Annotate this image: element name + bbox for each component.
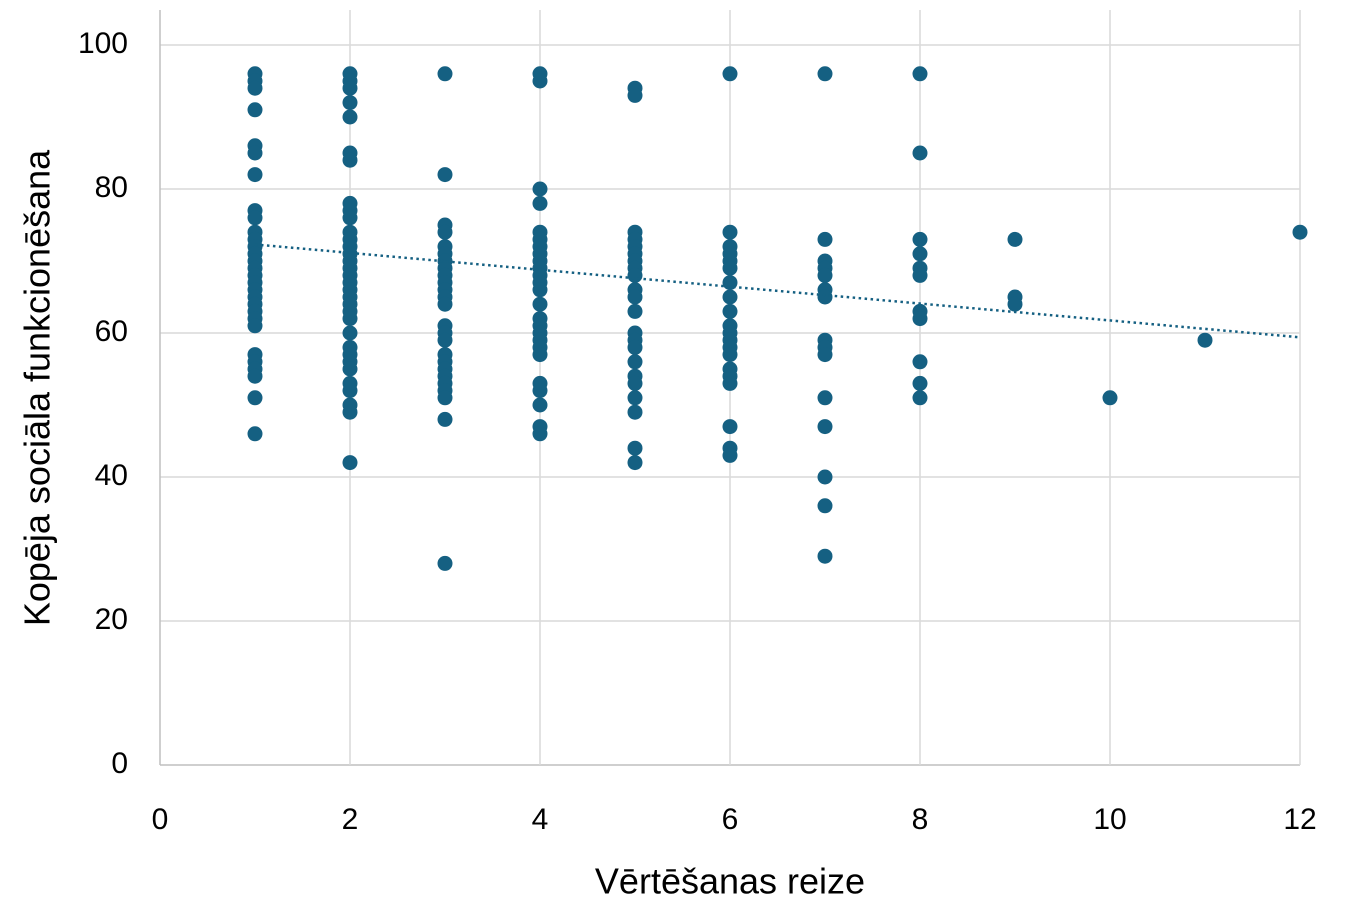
x-tick-label: 2 <box>342 803 359 836</box>
scatter-point <box>532 282 548 298</box>
scatter-point <box>817 548 833 564</box>
scatter-point <box>627 289 643 305</box>
scatter-point <box>437 167 453 183</box>
scatter-point <box>817 498 833 514</box>
scatter-point <box>1007 231 1023 247</box>
scatter-point <box>247 390 263 406</box>
scatter-point <box>1197 332 1213 348</box>
scatter-point <box>627 375 643 391</box>
scatter-point <box>627 390 643 406</box>
scatter-point <box>247 368 263 384</box>
scatter-point <box>247 426 263 442</box>
scatter-point <box>722 347 738 363</box>
scatter-point <box>817 289 833 305</box>
scatter-point <box>817 419 833 435</box>
scatter-point <box>627 339 643 355</box>
scatter-point <box>532 426 548 442</box>
scatter-point <box>912 390 928 406</box>
x-tick-label: 10 <box>1093 803 1126 836</box>
scatter-point <box>437 411 453 427</box>
scatter-point <box>247 210 263 226</box>
y-tick-label: 0 <box>111 747 128 780</box>
scatter-point <box>247 167 263 183</box>
scatter-point <box>722 375 738 391</box>
scatter-point <box>817 231 833 247</box>
scatter-point <box>912 145 928 161</box>
scatter-point <box>247 318 263 334</box>
x-tick-label: 8 <box>912 803 929 836</box>
y-axis-title: Kopēja sociāla funkcionēšana <box>17 149 58 626</box>
scatter-point <box>722 289 738 305</box>
scatter-point <box>912 267 928 283</box>
scatter-point <box>627 87 643 103</box>
scatter-point <box>817 469 833 485</box>
scatter-point <box>342 455 358 471</box>
y-tick-label: 100 <box>78 27 128 60</box>
trendline <box>254 243 1301 339</box>
scatter-point <box>437 66 453 82</box>
scatter-point <box>817 390 833 406</box>
scatter-point <box>532 296 548 312</box>
scatter-point <box>342 383 358 399</box>
x-axis-title: Vērtēšanas reize <box>595 861 865 900</box>
scatter-point <box>247 102 263 118</box>
scatter-point <box>627 267 643 283</box>
scatter-point <box>627 354 643 370</box>
scatter-point <box>247 145 263 161</box>
scatter-point <box>437 555 453 571</box>
scatter-point <box>1102 390 1118 406</box>
scatter-point <box>627 303 643 319</box>
scatter-point <box>817 347 833 363</box>
scatter-point <box>912 375 928 391</box>
scatter-point <box>722 419 738 435</box>
x-tick-label: 12 <box>1283 803 1316 836</box>
scatter-point <box>912 311 928 327</box>
scatter-point <box>532 383 548 399</box>
scatter-point <box>722 447 738 463</box>
scatter-point <box>247 80 263 96</box>
scatter-point <box>722 224 738 240</box>
y-tick-label: 20 <box>95 603 128 636</box>
scatter-point <box>532 181 548 197</box>
x-tick-label: 0 <box>152 803 169 836</box>
scatter-point <box>342 80 358 96</box>
scatter-point <box>722 303 738 319</box>
scatter-point <box>437 332 453 348</box>
scatter-point <box>1292 224 1308 240</box>
scatter-point <box>912 246 928 262</box>
scatter-point <box>342 311 358 327</box>
scatter-point <box>437 296 453 312</box>
scatter-point <box>342 361 358 377</box>
scatter-point <box>722 66 738 82</box>
scatter-point <box>532 195 548 211</box>
scatter-point <box>627 455 643 471</box>
y-tick-label: 60 <box>95 315 128 348</box>
scatter-point <box>817 66 833 82</box>
scatter-point <box>627 404 643 420</box>
scatter-point <box>437 224 453 240</box>
scatter-point <box>722 260 738 276</box>
scatter-point <box>342 109 358 125</box>
y-tick-label: 40 <box>95 459 128 492</box>
scatter-point <box>437 390 453 406</box>
scatter-point <box>342 325 358 341</box>
scatter-point <box>342 210 358 226</box>
scatter-point <box>912 231 928 247</box>
scatter-point <box>912 66 928 82</box>
scatter-point <box>627 440 643 456</box>
scatter-point <box>532 347 548 363</box>
scatter-point <box>532 73 548 89</box>
x-tick-label: 6 <box>722 803 739 836</box>
y-tick-label: 80 <box>95 171 128 204</box>
scatter-point <box>342 95 358 111</box>
scatter-point <box>342 404 358 420</box>
scatter-point <box>532 397 548 413</box>
scatter-point <box>817 267 833 283</box>
scatter-point <box>342 152 358 168</box>
scatter-point <box>912 354 928 370</box>
scatter-point <box>1007 296 1023 312</box>
x-tick-label: 4 <box>532 803 549 836</box>
